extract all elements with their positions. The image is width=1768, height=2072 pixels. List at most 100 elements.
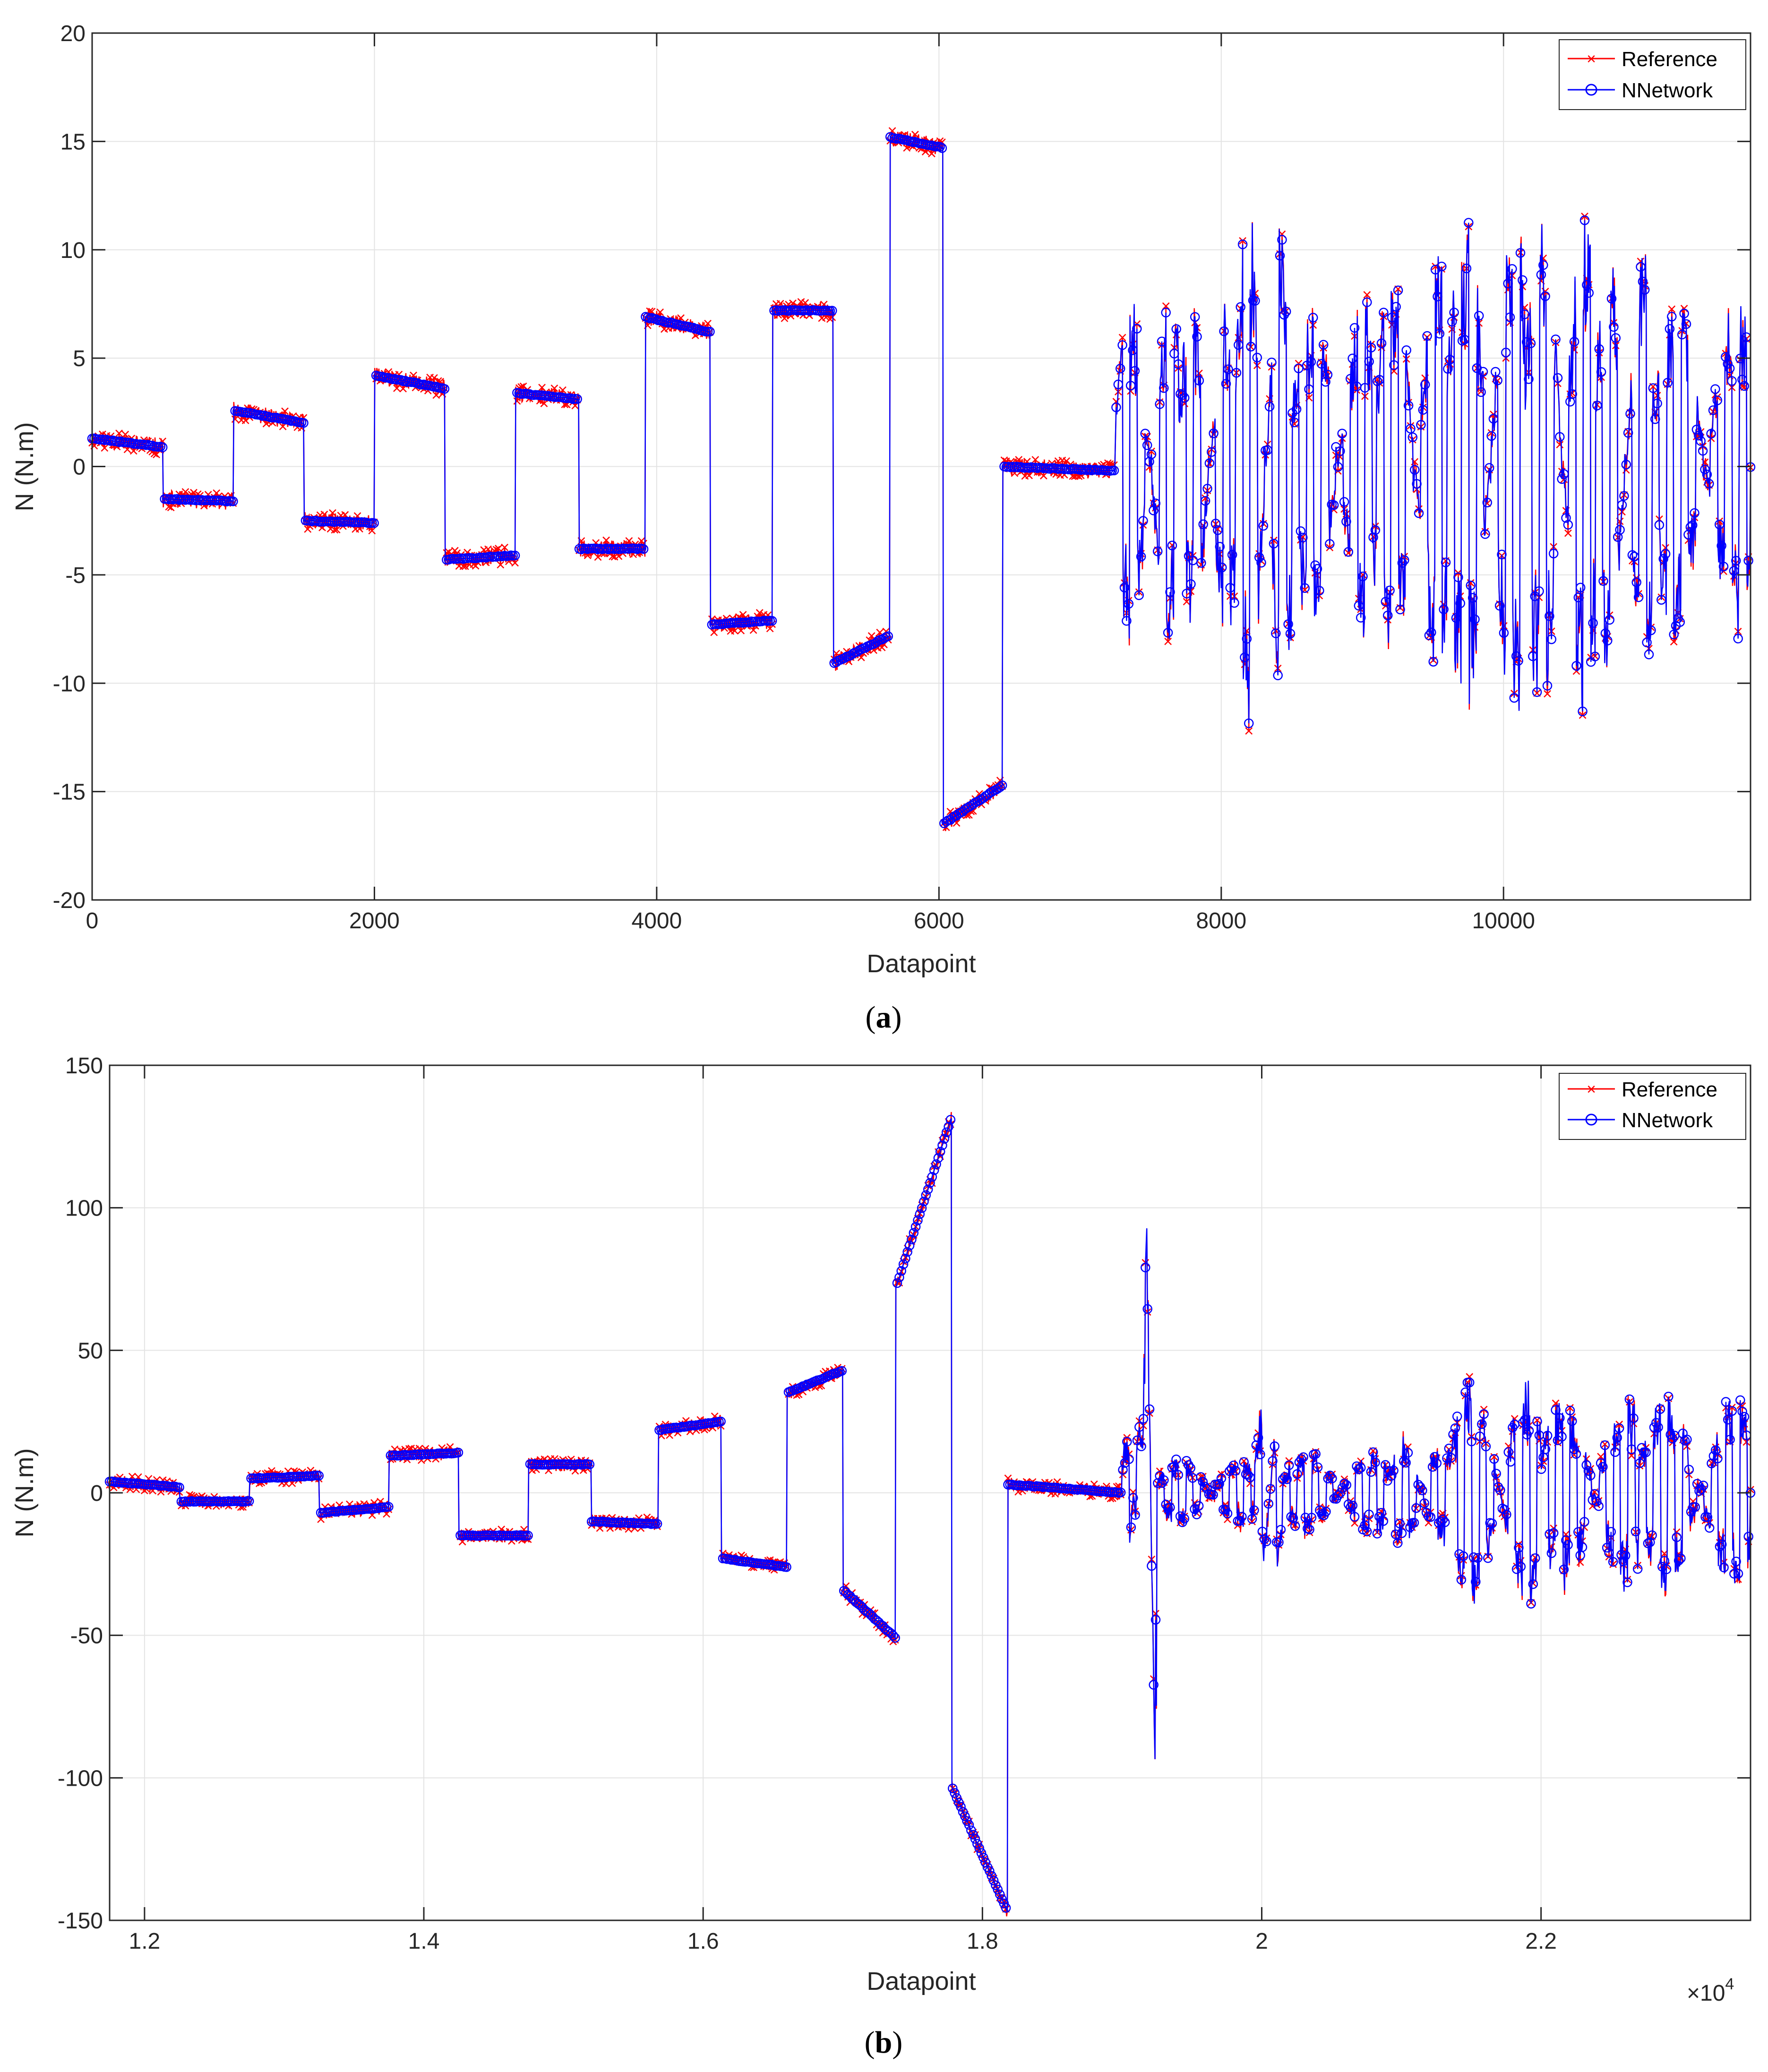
reference-point xyxy=(1118,334,1126,342)
reference-point xyxy=(432,391,440,399)
reference-point xyxy=(333,526,341,534)
nnetwork-point xyxy=(1447,317,1457,327)
nnetwork-point xyxy=(1153,1478,1163,1488)
reference-point xyxy=(1039,472,1047,479)
legend-a: × Reference NNetwork xyxy=(1559,39,1746,110)
nnetwork-point xyxy=(1646,625,1656,635)
nnetwork-point xyxy=(1416,420,1426,430)
nnetwork-point xyxy=(1337,428,1347,438)
nnetwork-point xyxy=(1629,1413,1639,1423)
nnetwork-point xyxy=(1626,1444,1637,1454)
nnetwork-point xyxy=(1321,1507,1331,1517)
nnetwork-point xyxy=(1614,1423,1624,1433)
nnetwork-point xyxy=(1366,342,1376,353)
nnetwork-point xyxy=(1142,440,1152,450)
nnetwork-point xyxy=(1150,1615,1161,1625)
nnetwork-point xyxy=(1613,532,1623,542)
legend-reference-marker-b: × xyxy=(1587,1080,1596,1098)
xlabel-a: Datapoint xyxy=(867,950,976,978)
nnetwork-point xyxy=(1379,308,1389,317)
nnetwork-point xyxy=(1573,1527,1583,1537)
nnetwork-point xyxy=(1128,345,1138,355)
nnetwork-point xyxy=(1141,1262,1150,1273)
nnetwork-point xyxy=(1641,1447,1651,1457)
nnetwork-point xyxy=(1354,1464,1364,1474)
nnetwork-point xyxy=(948,1783,958,1793)
nnetwork-point xyxy=(1685,522,1696,532)
nnetwork-point xyxy=(1159,383,1169,393)
nnetwork-point xyxy=(909,1228,919,1238)
nnetwork-point xyxy=(1422,331,1432,341)
nnetwork-point xyxy=(1497,549,1507,560)
nnetwork-point xyxy=(1341,516,1351,527)
nnetwork-point xyxy=(572,394,582,404)
nnetwork-point xyxy=(1559,469,1569,479)
nnetwork-point xyxy=(369,518,379,528)
reference-point xyxy=(1566,1404,1574,1412)
nnetwork-point xyxy=(1179,393,1190,403)
nnetwork-point xyxy=(923,1184,933,1194)
nnetwork-point xyxy=(1198,1477,1208,1487)
nnetwork-point xyxy=(937,1140,947,1150)
nnetwork-point xyxy=(1395,604,1405,615)
nnetwork-point xyxy=(1505,1456,1516,1467)
nnetwork-point xyxy=(1308,313,1318,323)
nnetwork-point xyxy=(1221,379,1231,389)
nnetwork-point xyxy=(1612,1433,1622,1443)
nnetwork-point xyxy=(1242,634,1252,644)
nnetwork-point xyxy=(1159,1475,1169,1485)
nnetwork-point xyxy=(1149,1680,1159,1690)
nnetwork-point xyxy=(1329,500,1339,510)
nnetwork-point xyxy=(1602,1542,1612,1553)
nnetwork-point xyxy=(1482,497,1493,507)
reference-point xyxy=(781,315,789,322)
nnetwork-point xyxy=(1458,1551,1468,1561)
nnetwork-point xyxy=(1118,1465,1128,1475)
nnetwork-point xyxy=(1451,613,1461,623)
nnetwork-point xyxy=(1714,519,1725,530)
reference-point xyxy=(279,422,287,430)
nnetwork-point xyxy=(1134,590,1144,600)
reference-point xyxy=(704,319,712,327)
nnetwork-point xyxy=(1551,334,1561,344)
nnetwork-point xyxy=(1624,1394,1635,1404)
nnetwork-point xyxy=(1207,447,1217,457)
nnetwork-point xyxy=(1296,526,1306,536)
nnetwork-point xyxy=(1412,479,1422,489)
nnetwork-point xyxy=(1294,363,1304,373)
nnetwork-point xyxy=(1739,381,1750,391)
nnetwork-point xyxy=(1499,1505,1510,1515)
nnetwork-point xyxy=(1130,366,1140,376)
nnetwork-point xyxy=(1578,706,1588,717)
nnetwork-point xyxy=(1116,1488,1126,1498)
nnetwork-point xyxy=(1489,1454,1499,1464)
nnetwork-point xyxy=(1464,218,1474,228)
nnetwork-point xyxy=(1725,1435,1735,1445)
nnetwork-point xyxy=(1648,383,1658,393)
nnetwork-point xyxy=(1339,497,1349,507)
nnetwork-point xyxy=(638,544,649,554)
nnetwork-point xyxy=(1234,340,1244,350)
nnetwork-point xyxy=(1192,332,1202,342)
nnetwork-point xyxy=(1555,432,1565,442)
x-tick-label: 8000 xyxy=(1196,908,1246,933)
nnetwork-point xyxy=(1217,562,1227,573)
nnetwork-point xyxy=(1669,629,1679,640)
nnetwork-point xyxy=(1450,1423,1460,1433)
nnetwork-point xyxy=(1654,520,1665,530)
nnetwork-point xyxy=(1455,598,1466,608)
nnetwork-point xyxy=(1420,380,1430,390)
nnetwork-point xyxy=(1622,1577,1632,1587)
nnetwork-point xyxy=(1345,374,1356,384)
nnetwork-point xyxy=(1493,375,1502,385)
nnetwork-point xyxy=(1516,1562,1526,1572)
nnetwork-point xyxy=(1488,414,1499,424)
nnetwork-point xyxy=(988,1875,999,1885)
reference-point xyxy=(513,397,521,405)
x-tick-label: 1.8 xyxy=(967,1929,998,1954)
reference-point xyxy=(121,430,129,438)
nnetwork-point xyxy=(1366,1467,1376,1477)
x-tick-label: 1.2 xyxy=(129,1929,161,1954)
nnetwork-point xyxy=(898,1259,909,1269)
nnetwork-point xyxy=(1639,285,1650,295)
